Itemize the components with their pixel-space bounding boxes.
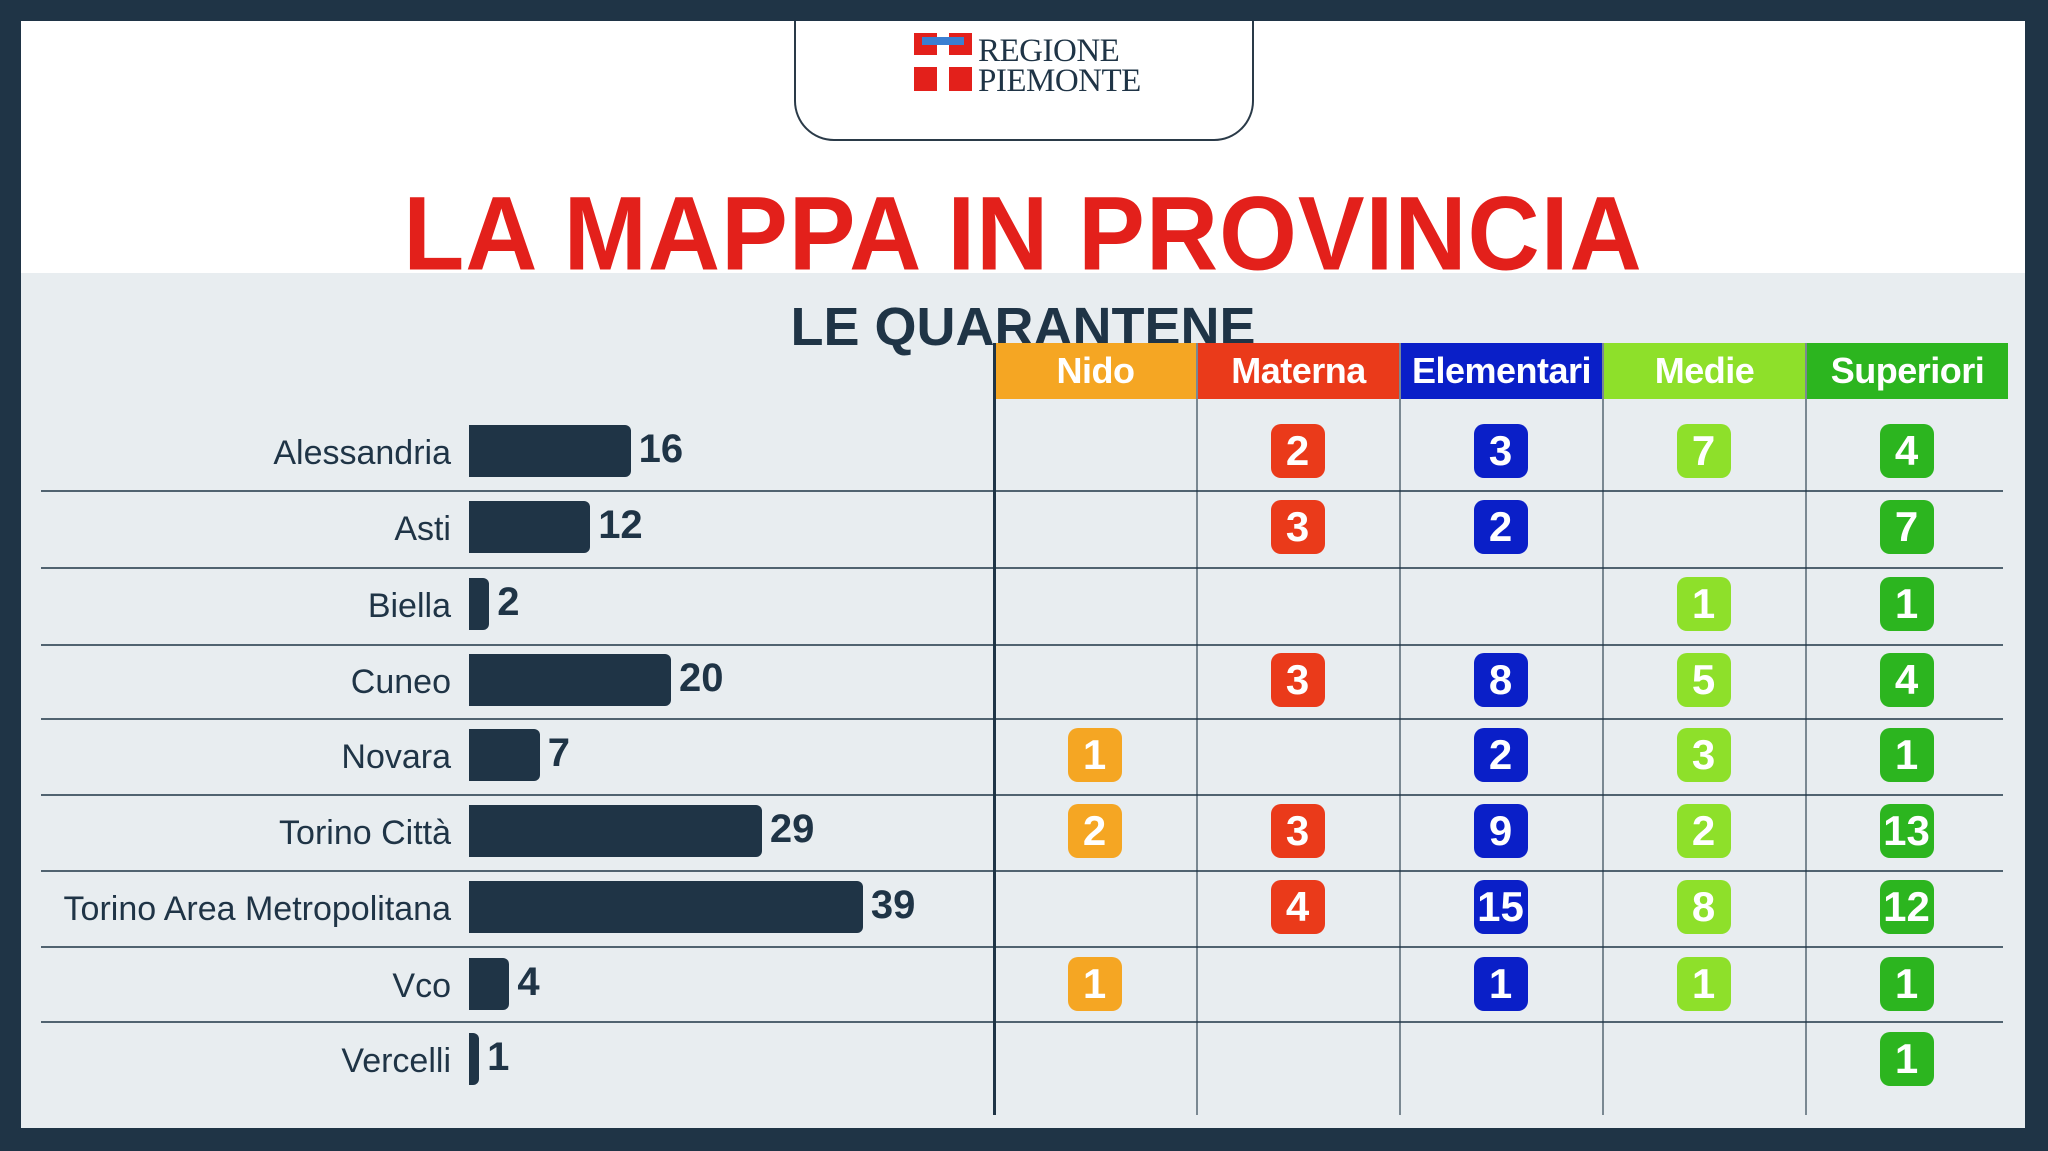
count-badge-medie: 7 xyxy=(1676,424,1731,478)
logo-text-line1: REGIONE xyxy=(978,33,1120,69)
count-badge-medie: 5 xyxy=(1676,653,1731,707)
logo-text-line2: PIEMONTE xyxy=(978,63,1141,99)
count-badge-elementari: 8 xyxy=(1473,653,1528,707)
province-label: Novara xyxy=(341,738,451,776)
bar xyxy=(469,881,863,933)
table-column-divider xyxy=(1602,343,1604,1115)
row-divider xyxy=(41,490,2003,492)
count-badge-superiori: 12 xyxy=(1879,880,1934,934)
province-label: Cuneo xyxy=(350,663,451,701)
bar-value-label: 4 xyxy=(517,960,540,1004)
bar-value-label: 16 xyxy=(638,427,684,471)
province-label: Alessandria xyxy=(273,434,451,472)
bar-value-label: 12 xyxy=(598,503,643,547)
row-divider xyxy=(41,870,2003,872)
bar-value-label: 39 xyxy=(870,883,916,927)
table-column-divider xyxy=(1399,343,1401,1115)
column-header-elementari: Elementari xyxy=(1401,343,1602,399)
count-badge-medie: 1 xyxy=(1676,577,1731,631)
count-badge-superiori: 1 xyxy=(1879,1032,1934,1086)
table-column-divider xyxy=(1805,343,1807,1115)
row-divider xyxy=(41,644,2003,646)
table-column-divider xyxy=(1196,343,1198,1115)
province-label: Biella xyxy=(367,587,451,625)
bar xyxy=(469,958,510,1010)
bar-value-label: 1 xyxy=(487,1035,510,1079)
bar-value-label: 29 xyxy=(769,807,815,851)
table-column-divider xyxy=(993,343,996,1115)
count-badge-elementari: 3 xyxy=(1473,424,1528,478)
count-badge-superiori: 1 xyxy=(1879,577,1934,631)
count-badge-superiori: 4 xyxy=(1879,424,1934,478)
bar xyxy=(469,578,490,630)
row-divider xyxy=(41,718,2003,720)
count-badge-medie: 3 xyxy=(1676,728,1731,782)
bar-value-label: 20 xyxy=(679,656,724,700)
row-divider xyxy=(41,794,2003,796)
province-label: Vco xyxy=(392,967,451,1005)
count-badge-elementari: 9 xyxy=(1473,804,1528,858)
count-badge-superiori: 1 xyxy=(1879,728,1934,782)
row-divider xyxy=(41,946,2003,948)
count-badge-materna: 3 xyxy=(1270,500,1325,554)
column-header-medie: Medie xyxy=(1604,343,1805,399)
bar-value-label: 2 xyxy=(497,580,520,624)
column-header-superiori: Superiori xyxy=(1807,343,2008,399)
count-badge-materna: 3 xyxy=(1270,804,1325,858)
count-badge-materna: 4 xyxy=(1270,880,1325,934)
count-badge-superiori: 1 xyxy=(1879,957,1934,1011)
row-divider xyxy=(41,567,2003,569)
regione-piemonte-logo: REGIONE PIEMONTE xyxy=(794,21,1254,141)
count-badge-superiori: 4 xyxy=(1879,653,1934,707)
count-badge-superiori: 7 xyxy=(1879,500,1934,554)
column-header-nido: Nido xyxy=(995,343,1196,399)
count-badge-medie: 2 xyxy=(1676,804,1731,858)
province-label: Torino Città xyxy=(279,814,451,852)
count-badge-elementari: 2 xyxy=(1473,728,1528,782)
province-label: Asti xyxy=(394,510,451,548)
row-divider xyxy=(41,1021,2003,1023)
count-badge-superiori: 13 xyxy=(1879,804,1934,858)
count-badge-materna: 2 xyxy=(1270,424,1325,478)
count-badge-nido: 1 xyxy=(1067,728,1122,782)
column-header-materna: Materna xyxy=(1198,343,1399,399)
count-badge-medie: 8 xyxy=(1676,880,1731,934)
bar xyxy=(469,425,631,477)
bar xyxy=(469,805,762,857)
count-badge-elementari: 1 xyxy=(1473,957,1528,1011)
bar xyxy=(469,729,540,781)
bar xyxy=(469,654,671,706)
bar xyxy=(469,501,591,553)
count-badge-nido: 1 xyxy=(1067,957,1122,1011)
infographic-frame: REGIONE PIEMONTE LA MAPPA IN PROVINCIA L… xyxy=(21,21,2025,1128)
count-badge-elementari: 2 xyxy=(1473,500,1528,554)
count-badge-elementari: 15 xyxy=(1473,880,1528,934)
province-label: Vercelli xyxy=(341,1042,451,1080)
bar-value-label: 7 xyxy=(547,731,570,775)
count-badge-materna: 3 xyxy=(1270,653,1325,707)
page-title: LA MAPPA IN PROVINCIA xyxy=(403,175,1643,293)
count-badge-medie: 1 xyxy=(1676,957,1731,1011)
province-label: Torino Area Metropolitana xyxy=(63,890,451,928)
piemonte-flag-icon xyxy=(914,33,972,91)
bar xyxy=(469,1033,480,1085)
count-badge-nido: 2 xyxy=(1067,804,1122,858)
